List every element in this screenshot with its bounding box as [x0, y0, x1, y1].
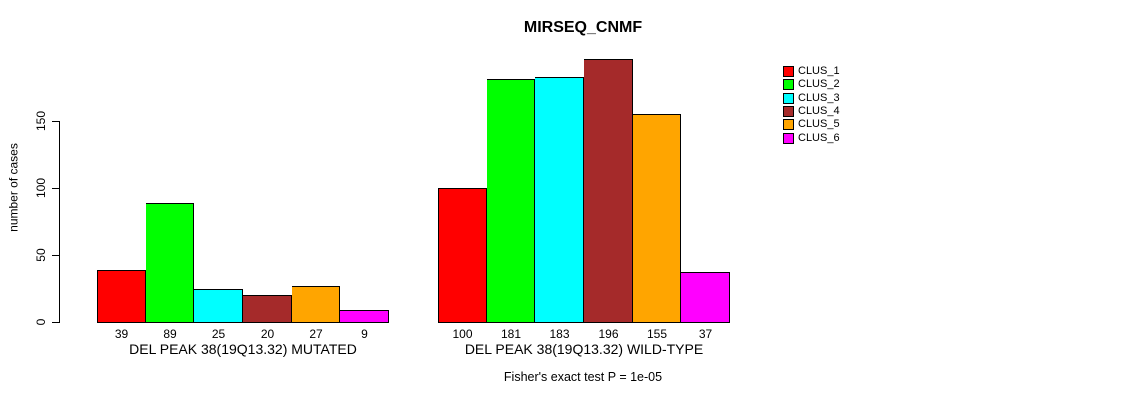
- legend-swatch-icon: [783, 79, 794, 90]
- legend-item: CLUS_1: [783, 66, 840, 77]
- y-axis-title: number of cases: [6, 143, 21, 232]
- bar-value-label: 27: [309, 327, 323, 341]
- legend-item: CLUS_3: [783, 93, 840, 104]
- bar-clus_4: [243, 295, 292, 323]
- bar-clus_6: [681, 272, 730, 323]
- bar-value-label: 37: [698, 327, 713, 341]
- legend-label: CLUS_4: [798, 105, 840, 117]
- legend-swatch-icon: [783, 106, 794, 117]
- bar-value-label: 20: [260, 327, 275, 341]
- legend-item: CLUS_2: [783, 79, 840, 90]
- bar-clus_5: [633, 114, 681, 323]
- bar-value-label: 183: [549, 327, 570, 341]
- bar-value-label: 196: [598, 327, 619, 341]
- legend-swatch-icon: [783, 119, 794, 130]
- bar-clus_1: [438, 188, 487, 323]
- y-tick-mark: [52, 255, 60, 256]
- legend-label: CLUS_5: [798, 118, 840, 130]
- bar-value-label: 25: [211, 327, 226, 341]
- bar-value-label: 100: [452, 327, 473, 341]
- bar-value-label: 39: [114, 327, 129, 341]
- bar-value-label: 155: [646, 327, 668, 341]
- y-tick-label: 50: [34, 248, 48, 262]
- y-tick-mark: [52, 322, 60, 323]
- bar-value-label: 89: [163, 327, 177, 341]
- bar-clus_2: [146, 203, 194, 323]
- bar-value-label: 9: [361, 327, 368, 341]
- group-label: DEL PEAK 38(19Q13.32) MUTATED: [129, 341, 357, 357]
- legend-swatch-icon: [783, 66, 794, 77]
- y-axis-line: [59, 121, 60, 323]
- legend-item: CLUS_6: [783, 133, 840, 144]
- bar-clus_1: [97, 270, 146, 323]
- legend-swatch-icon: [783, 93, 794, 104]
- legend-item: CLUS_5: [783, 119, 840, 130]
- bar-clus_3: [194, 289, 243, 323]
- chart-title: MIRSEQ_CNMF: [523, 19, 643, 36]
- bar-clus_4: [584, 59, 633, 323]
- legend-label: CLUS_1: [798, 65, 840, 77]
- y-tick-mark: [52, 121, 60, 122]
- bar-clus_2: [487, 79, 535, 323]
- y-tick-mark: [52, 188, 60, 189]
- group-label: DEL PEAK 38(19Q13.32) WILD-TYPE: [464, 341, 704, 357]
- legend-swatch-icon: [783, 133, 794, 144]
- legend-label: CLUS_6: [798, 132, 840, 144]
- legend-item: CLUS_4: [783, 106, 840, 117]
- bar-clus_3: [535, 77, 584, 323]
- y-tick-label: 150: [34, 110, 48, 132]
- y-tick-label: 100: [34, 177, 48, 199]
- bar-clus_5: [292, 286, 340, 323]
- annotation-label: Fisher's exact test P = 1e-05: [503, 370, 663, 384]
- bar-clus_6: [340, 310, 389, 323]
- legend-label: CLUS_3: [798, 92, 840, 104]
- bar-value-label: 181: [500, 327, 522, 341]
- legend-label: CLUS_2: [798, 78, 840, 90]
- y-tick-label: 0: [34, 318, 48, 326]
